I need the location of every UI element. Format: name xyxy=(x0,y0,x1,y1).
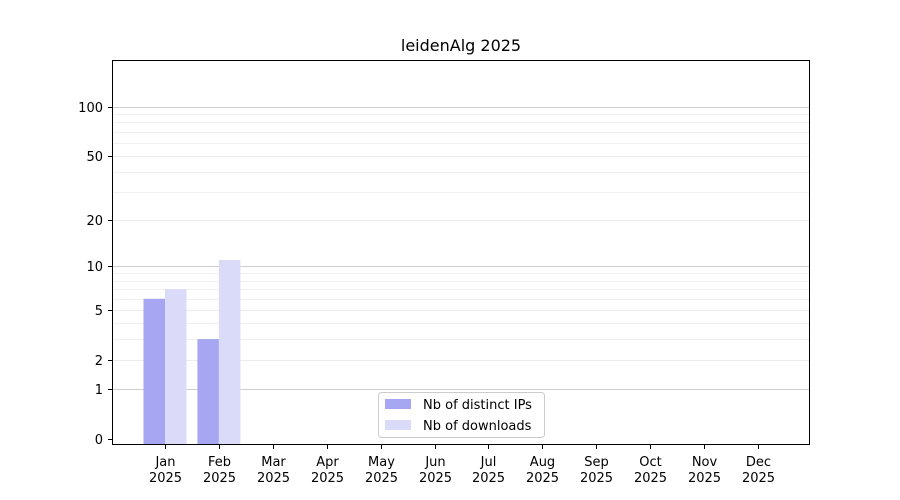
y-tick-label: 10 xyxy=(86,260,103,275)
y-axis: 0 1 2 5 10 20 50 100 xyxy=(78,101,112,448)
x-tick-label-year: 2025 xyxy=(472,471,505,486)
chart-title: leidenAlg 2025 xyxy=(401,36,521,55)
x-tick-label-year: 2025 xyxy=(419,471,452,486)
y-tick-label: 50 xyxy=(86,150,103,165)
x-tick-label-month: Mar xyxy=(261,455,286,470)
plot-frame xyxy=(112,60,810,445)
x-tick-label-year: 2025 xyxy=(365,471,398,486)
x-tick-label-month: May xyxy=(368,455,395,470)
x-tick-label-year: 2025 xyxy=(311,471,344,486)
bar-distinct-ips xyxy=(197,339,219,445)
legend-label-ips: Nb of distinct IPs xyxy=(423,398,532,413)
x-axis: Jan2025Feb2025Mar2025Apr2025May2025Jun20… xyxy=(149,445,775,486)
x-tick-label-year: 2025 xyxy=(149,471,182,486)
y-tick-label: 0 xyxy=(95,433,103,448)
x-tick-label-month: Apr xyxy=(316,455,339,470)
x-tick-label-month: Jan xyxy=(154,455,175,470)
x-tick-label-year: 2025 xyxy=(742,471,775,486)
legend-swatch-downloads xyxy=(385,420,411,430)
bar-downloads xyxy=(218,259,241,445)
x-tick-label-month: Feb xyxy=(208,455,231,470)
bar-downloads xyxy=(165,289,187,445)
x-tick-label-month: Dec xyxy=(746,455,771,470)
bar-distinct-ips xyxy=(143,298,165,445)
x-tick-label-month: Sep xyxy=(584,455,609,470)
x-tick-label-year: 2025 xyxy=(580,471,613,486)
legend-box xyxy=(378,392,545,438)
x-tick-label-year: 2025 xyxy=(257,471,290,486)
x-tick-label-month: Aug xyxy=(530,455,555,470)
bars-layer xyxy=(143,259,241,445)
x-tick-label-year: 2025 xyxy=(634,471,667,486)
x-tick-label-month: Oct xyxy=(639,455,661,470)
x-tick-label-year: 2025 xyxy=(203,471,236,486)
x-tick-label-month: Jul xyxy=(480,455,497,470)
x-tick-label-month: Jun xyxy=(424,455,445,470)
y-tick-label: 20 xyxy=(86,214,103,229)
legend: Nb of distinct IPs Nb of downloads xyxy=(378,392,545,438)
y-tick-label: 100 xyxy=(78,101,103,116)
x-tick-label-month: Nov xyxy=(692,455,718,470)
y-tick-label: 5 xyxy=(95,304,103,319)
y-tick-label: 1 xyxy=(95,383,103,398)
legend-label-downloads: Nb of downloads xyxy=(423,419,532,434)
y-tick-label: 2 xyxy=(95,354,103,369)
legend-swatch-ips xyxy=(385,399,411,409)
x-tick-label-year: 2025 xyxy=(688,471,721,486)
x-tick-label-year: 2025 xyxy=(526,471,559,486)
